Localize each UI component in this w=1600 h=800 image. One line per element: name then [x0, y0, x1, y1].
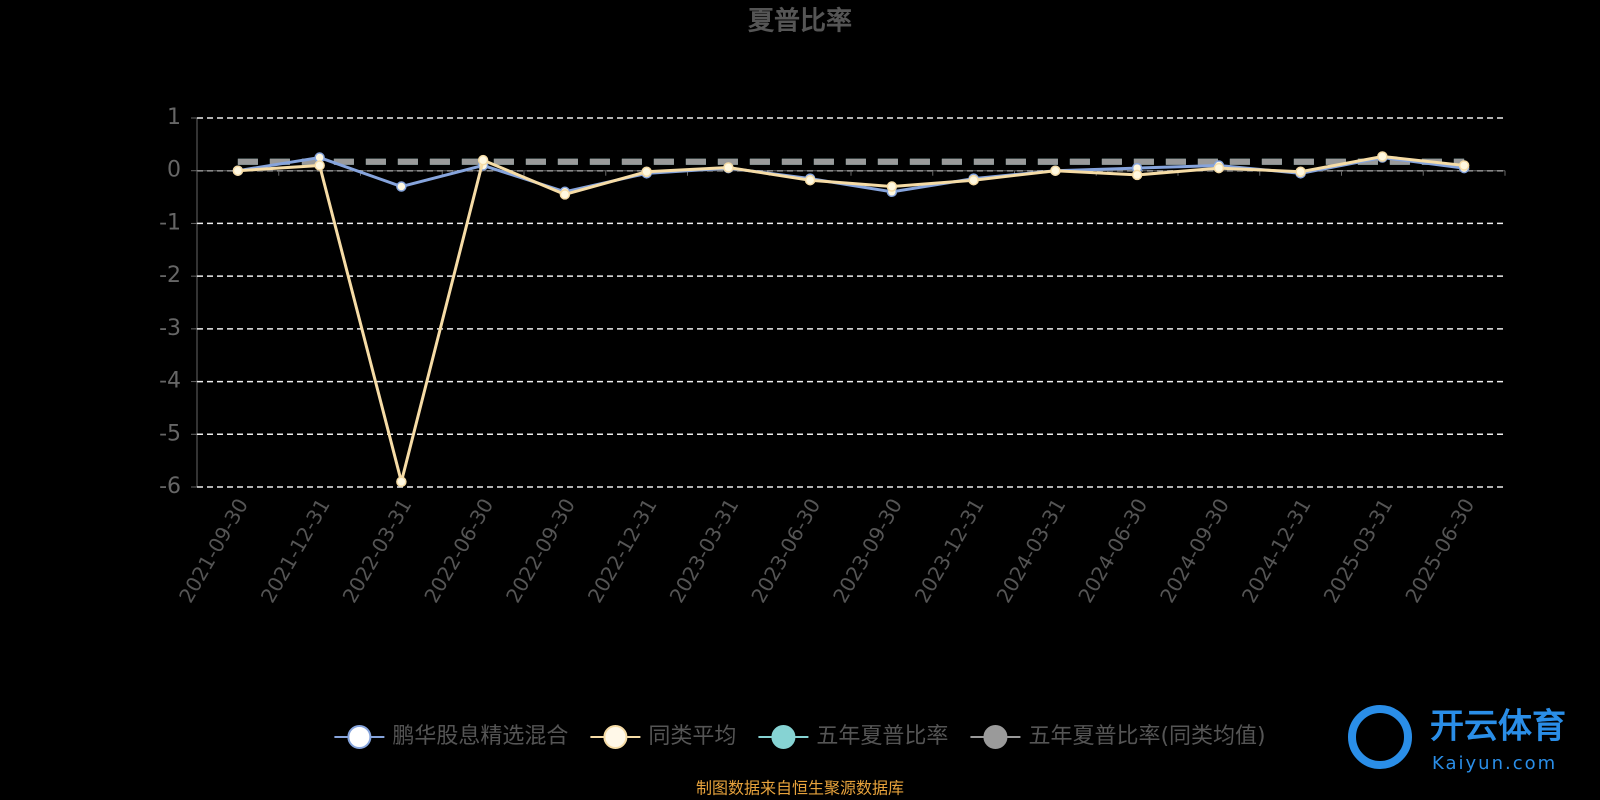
legend-marker — [771, 725, 796, 749]
y-tick-label: -1 — [159, 210, 181, 235]
y-tick-label: -2 — [159, 263, 181, 288]
data-point — [232, 165, 244, 176]
data-point — [641, 166, 652, 178]
y-tick-label: -5 — [159, 421, 181, 446]
watermark: 开云体育 Kaiyun.com — [1348, 705, 1566, 774]
logo — [1348, 705, 1412, 769]
legend-label: 同类平均 — [648, 724, 736, 749]
data-point — [1131, 169, 1143, 181]
legend-marker — [347, 725, 372, 749]
legend: 鹏华股息精选混合 同类平均 五年夏普比率 五年夏普比率(同类均值) — [334, 724, 1266, 749]
y-tick-label: -3 — [159, 316, 181, 341]
data-point — [314, 160, 325, 171]
legend-marker — [603, 725, 628, 749]
data-point — [477, 154, 489, 166]
data-point — [1377, 151, 1388, 162]
chart-title: 夏普比率 — [748, 6, 852, 37]
data-point — [968, 174, 979, 186]
data-point — [723, 162, 734, 173]
legend-label: 五年夏普比率 — [816, 724, 948, 749]
data-point — [886, 181, 898, 192]
data-point — [396, 476, 407, 487]
legend-label: 五年夏普比率(同类均值) — [1028, 724, 1265, 749]
data-point — [804, 174, 816, 186]
series-line — [237, 154, 1465, 483]
y-tick-label: -4 — [159, 369, 181, 394]
legend-label: 鹏华股息精选混合 — [392, 724, 568, 749]
data-point — [396, 181, 407, 192]
data-point — [1213, 162, 1225, 174]
watermark-text: Kaiyun.com — [1432, 753, 1557, 774]
data-point — [1050, 165, 1061, 176]
footnote: 制图数据来自恒生聚源数据库 — [696, 779, 904, 798]
data-point — [559, 189, 571, 200]
data-point — [1458, 160, 1470, 171]
watermark-text: 开云体育 — [1430, 707, 1566, 747]
legend-marker — [983, 725, 1008, 749]
data-point — [1295, 166, 1306, 178]
y-tick-label: -6 — [159, 474, 181, 499]
y-tick-label: 0 — [167, 158, 181, 183]
y-tick-label: 1 — [167, 105, 181, 130]
